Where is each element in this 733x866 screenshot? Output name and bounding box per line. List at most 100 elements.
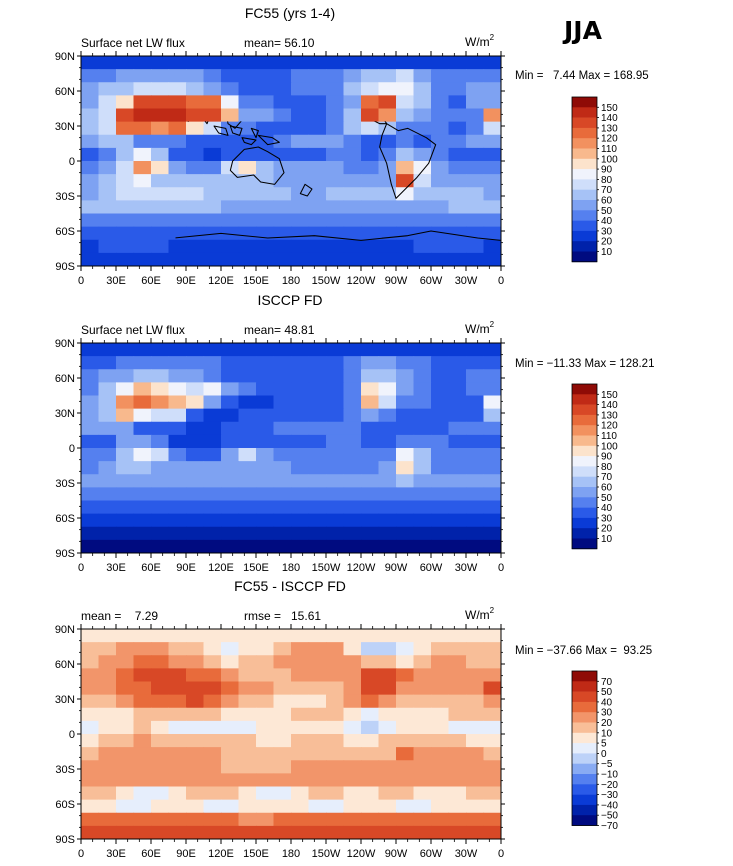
heat-cell (361, 56, 380, 70)
heat-cell (466, 421, 485, 436)
heat-cell (203, 421, 222, 436)
heat-cell (273, 747, 292, 761)
heat-cell (238, 539, 257, 553)
heat-cell (431, 642, 450, 656)
heat-cell (133, 69, 152, 83)
heat-cell (378, 395, 397, 410)
heat-cell (203, 369, 222, 383)
heat-cell (413, 213, 432, 228)
heat-cell (448, 147, 467, 162)
heat-cell (238, 487, 257, 502)
heat-cell (238, 121, 257, 136)
heat-cell (396, 82, 415, 96)
heat-cell (396, 461, 415, 475)
heat-cell (326, 539, 345, 553)
heat-cell (343, 786, 362, 801)
heat-cell (273, 121, 292, 136)
heat-cell (273, 395, 292, 410)
heat-cell (343, 734, 362, 748)
colorbar-label: 50 (601, 206, 613, 217)
heat-cell (291, 448, 310, 462)
x-tick-label: 180 (282, 848, 300, 860)
colorbar-swatch (572, 148, 597, 160)
heat-cell (448, 382, 467, 397)
heat-cell (273, 239, 292, 254)
heat-cell (203, 747, 222, 761)
heat-cell (343, 825, 362, 839)
heat-cell (483, 448, 501, 462)
heat-cell (116, 799, 135, 814)
colorbar-label: −30 (601, 790, 618, 801)
heat-cell (378, 747, 397, 761)
heat-cell (256, 655, 275, 669)
colorbar-swatch (572, 701, 597, 713)
heat-cell (448, 239, 467, 254)
heat-cell (431, 434, 450, 449)
x-tick-label: 90W (385, 562, 408, 574)
heat-cell (291, 825, 310, 839)
colorbar-label: 30 (601, 513, 613, 524)
heat-cell (361, 108, 380, 123)
panel-3-title: FC55 - ISCCP FD (234, 578, 346, 594)
heat-cell (396, 213, 415, 228)
heat-cell (203, 226, 222, 241)
heat-cell (466, 642, 485, 656)
heat-cell (116, 69, 135, 83)
heat-cell (273, 226, 292, 241)
heat-cell (168, 720, 187, 735)
panel-1-title: FC55 (yrs 1-4) (245, 5, 335, 21)
heat-cell (448, 786, 467, 801)
heat-cell (203, 134, 222, 149)
colorbar-label: 50 (601, 687, 613, 698)
heat-cell (413, 487, 432, 502)
heat-cell (308, 382, 327, 397)
heat-cell (221, 134, 240, 149)
colorbar-label: 140 (601, 113, 618, 124)
heat-cell (116, 461, 135, 475)
heat-cell (186, 681, 205, 696)
heat-cell (168, 694, 187, 709)
colorbar-swatch (572, 476, 597, 488)
heat-cell (431, 147, 450, 162)
heat-cell (326, 252, 345, 266)
heat-cell (448, 56, 467, 70)
heat-cell (326, 720, 345, 735)
panel-3-minmax: Min = −37.66 Max = 93.25 (515, 645, 652, 657)
heat-cell (116, 213, 135, 228)
heat-cell (168, 799, 187, 814)
heat-cell (203, 395, 222, 410)
heat-cell (361, 773, 380, 788)
heat-cell (203, 681, 222, 696)
heat-cell (221, 734, 240, 748)
heat-cell (133, 226, 152, 241)
heat-cell (116, 448, 135, 462)
heat-cell (273, 760, 292, 774)
heat-cell (238, 395, 257, 410)
heat-cell (378, 474, 397, 488)
heat-cell (308, 642, 327, 656)
colorbar-swatch (572, 251, 597, 263)
heat-cell (291, 461, 310, 475)
heat-cell (431, 500, 450, 515)
heat-cell (308, 421, 327, 436)
heat-cell (273, 642, 292, 656)
heat-cell (221, 239, 240, 254)
heat-cell (203, 108, 222, 123)
heat-cell (133, 526, 152, 541)
heat-cell (186, 461, 205, 475)
heat-cell (151, 252, 170, 266)
heat-cell (326, 200, 345, 215)
heat-cell (256, 629, 275, 643)
heat-cell (448, 395, 467, 410)
heat-cell (378, 812, 397, 827)
heat-cell (186, 629, 205, 643)
heat-cell (326, 655, 345, 669)
colorbar-label: 60 (601, 483, 613, 494)
heat-cell (361, 513, 380, 528)
y-tick-label: 90S (55, 548, 75, 560)
heat-cell (483, 95, 501, 110)
heat-cell (81, 760, 100, 774)
heat-cell (413, 513, 432, 528)
heat-cell (168, 421, 187, 436)
heat-cell (291, 487, 310, 502)
